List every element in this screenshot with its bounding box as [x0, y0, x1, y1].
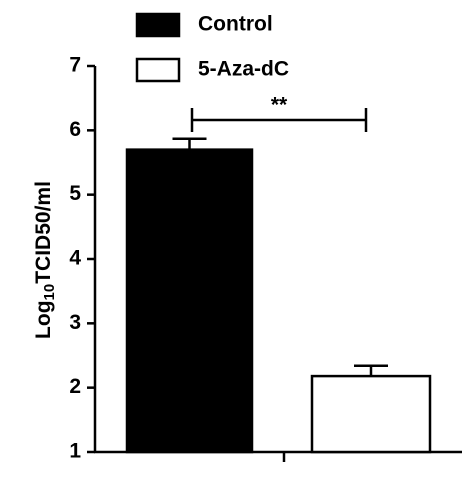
- y-label-main: Log: [32, 300, 55, 338]
- bar: [310, 374, 432, 454]
- y-label-sub: 10: [41, 284, 58, 301]
- y-tick-label: 7: [69, 54, 81, 77]
- y-tick-label: 3: [69, 311, 81, 334]
- y-axis-label: Log10TCID50/ml: [32, 181, 58, 339]
- y-tick-label: 4: [69, 247, 81, 270]
- legend-label: 5-Aza-dC: [198, 58, 289, 81]
- y-tick-label: 5: [69, 182, 81, 205]
- bar: [125, 148, 254, 454]
- legend-swatch: [135, 57, 181, 83]
- legend-swatch: [135, 12, 181, 38]
- legend-label: Control: [198, 13, 273, 36]
- y-label-rest: TCID50/ml: [32, 181, 55, 284]
- y-tick-label: 2: [69, 375, 81, 398]
- significance-label: **: [271, 94, 288, 117]
- y-tick-label: 1: [69, 440, 81, 463]
- y-tick-label: 6: [69, 118, 81, 141]
